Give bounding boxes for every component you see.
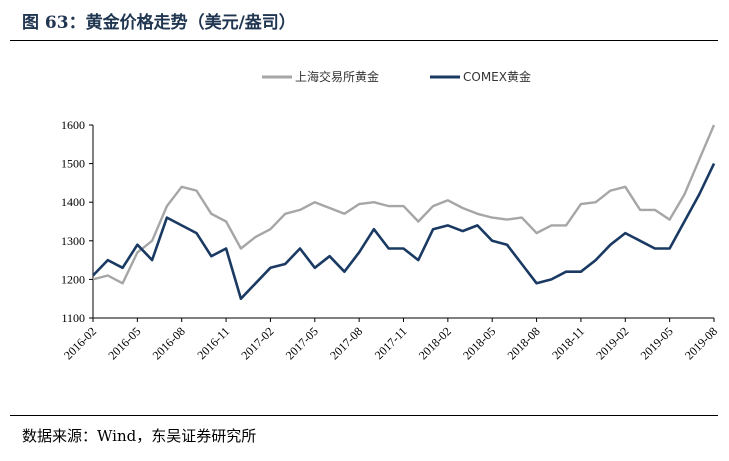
x-tick-label: 2018-02 bbox=[416, 324, 454, 362]
source-note: 数据来源：Wind，东吴证券研究所 bbox=[22, 427, 257, 445]
series-line-1 bbox=[92, 163, 716, 301]
x-tick-label: 2017-08 bbox=[327, 324, 365, 362]
top-rule bbox=[10, 40, 718, 41]
y-tick-label: 1200 bbox=[61, 272, 85, 286]
x-tick-label: 2016-08 bbox=[150, 324, 188, 362]
x-tick-label: 2016-05 bbox=[105, 324, 143, 362]
x-tick-label: 2019-08 bbox=[682, 324, 720, 362]
x-tick-label: 2016-11 bbox=[194, 324, 232, 362]
x-tick-label: 2017-02 bbox=[238, 324, 276, 362]
x-tick-label: 2016-02 bbox=[61, 324, 99, 362]
y-tick-label: 1600 bbox=[61, 118, 85, 132]
y-tick-label: 1100 bbox=[61, 311, 85, 325]
x-tick-label: 2019-02 bbox=[593, 324, 631, 362]
x-tick-label: 2019-05 bbox=[638, 324, 676, 362]
x-tick-label: 2018-08 bbox=[505, 324, 543, 362]
y-tick-label: 1300 bbox=[61, 234, 85, 248]
figure-title: 图 63：黄金价格走势（美元/盎司） bbox=[22, 13, 296, 33]
legend-label-0: 上海交易所黄金 bbox=[295, 69, 379, 84]
x-tick-label: 2018-11 bbox=[549, 324, 587, 362]
series-line-0 bbox=[92, 124, 716, 285]
legend-label-1: COMEX黄金 bbox=[463, 69, 531, 84]
x-tick-label: 2018-05 bbox=[460, 324, 498, 362]
y-tick-label: 1500 bbox=[61, 157, 85, 171]
bottom-rule bbox=[10, 415, 718, 416]
x-tick-label: 2017-05 bbox=[283, 324, 321, 362]
y-tick-label: 1400 bbox=[61, 195, 85, 209]
x-tick-label: 2017-11 bbox=[372, 324, 410, 362]
